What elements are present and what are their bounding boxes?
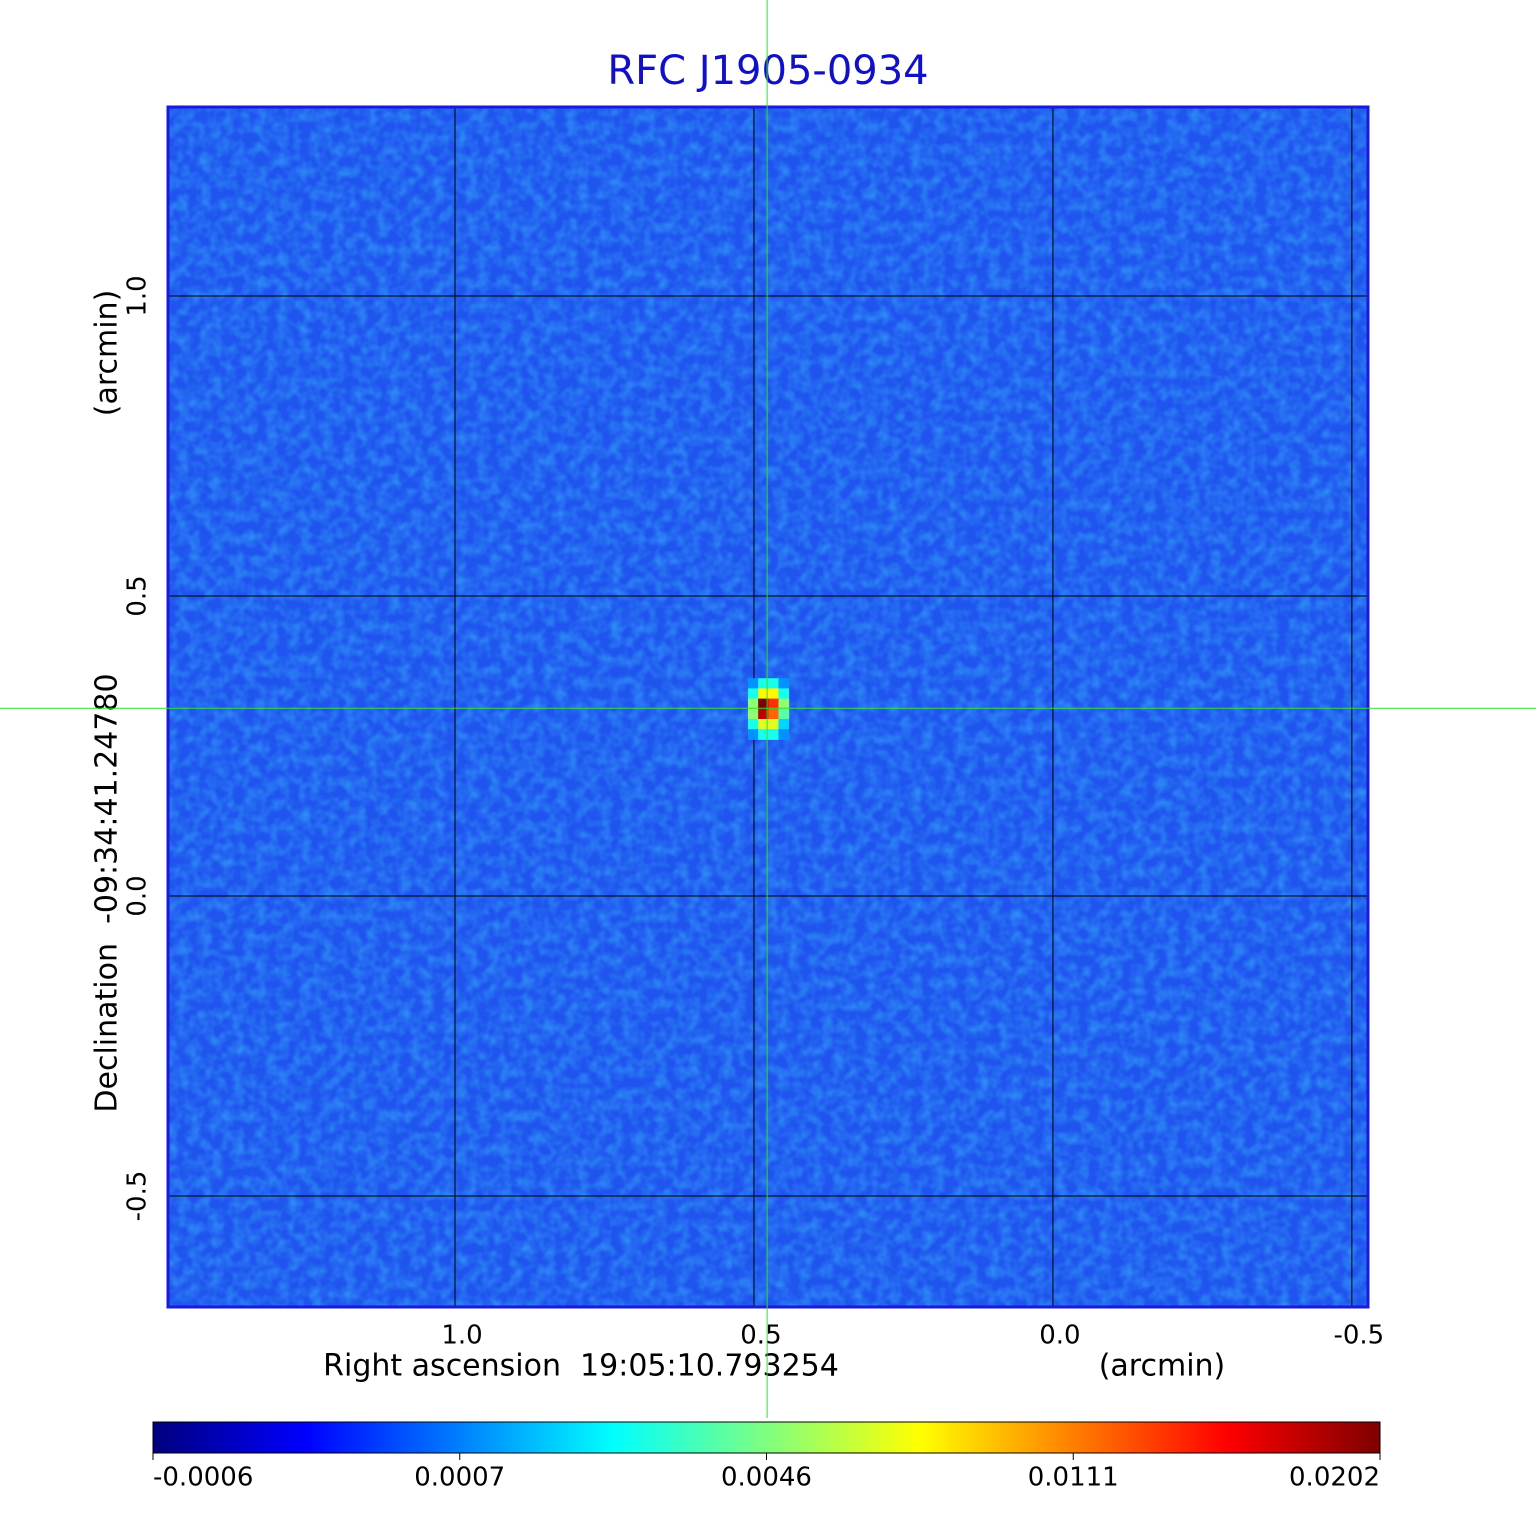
y-axis-label: Declination -09:34:41.24780: [90, 673, 125, 1112]
pixel: [747, 719, 759, 730]
y-tick-label: 1.0: [123, 275, 153, 316]
colorbar-tick-label: 0.0046: [721, 1463, 812, 1493]
pixel: [778, 708, 790, 720]
pixel: [778, 729, 790, 740]
x-tick-label: 0.0: [1039, 1321, 1080, 1351]
pixel: [747, 708, 759, 720]
y-tick-label: -0.5: [123, 1171, 153, 1222]
pixel: [778, 688, 790, 700]
chart-title: RFC J1905-0934: [607, 48, 928, 94]
plot-frame: [166, 105, 1370, 1309]
pixel: [747, 688, 759, 700]
pixel: [758, 678, 769, 689]
pixel: [778, 698, 790, 710]
colorbar: [152, 1421, 1381, 1454]
y-tick-label: 0.0: [123, 875, 153, 916]
colorbar-tick-label: 0.0202: [1289, 1463, 1380, 1493]
pixel: [758, 698, 769, 710]
pixel: [747, 698, 759, 710]
plot-layer: [168, 107, 1368, 1307]
x-tick-label: 1.0: [441, 1321, 482, 1351]
pixel: [778, 719, 790, 730]
pixel: [778, 678, 790, 689]
pixel: [768, 688, 779, 700]
pixel: [758, 688, 769, 700]
pixel: [747, 729, 759, 740]
x-axis-label: Right ascension 19:05:10.793254: [323, 1349, 839, 1384]
x-axis-unit: (arcmin): [1099, 1349, 1226, 1384]
colorbar-tick-label: -0.0006: [153, 1463, 253, 1493]
pixel: [758, 729, 769, 740]
pixel: [758, 719, 769, 730]
pixel: [768, 708, 779, 720]
y-tick-label: 0.5: [123, 575, 153, 616]
colorbar-tick-label: 0.0007: [414, 1463, 505, 1493]
x-tick-label: 0.5: [740, 1321, 781, 1351]
pixel: [758, 708, 769, 720]
pixel: [747, 678, 759, 689]
pixel: [768, 729, 779, 740]
y-axis-unit: (arcmin): [90, 290, 125, 417]
pixel: [768, 698, 779, 710]
x-tick-label: -0.5: [1333, 1321, 1384, 1351]
pixel: [768, 719, 779, 730]
pixel: [768, 678, 779, 689]
colorbar-tick-label: 0.0111: [1028, 1463, 1119, 1493]
